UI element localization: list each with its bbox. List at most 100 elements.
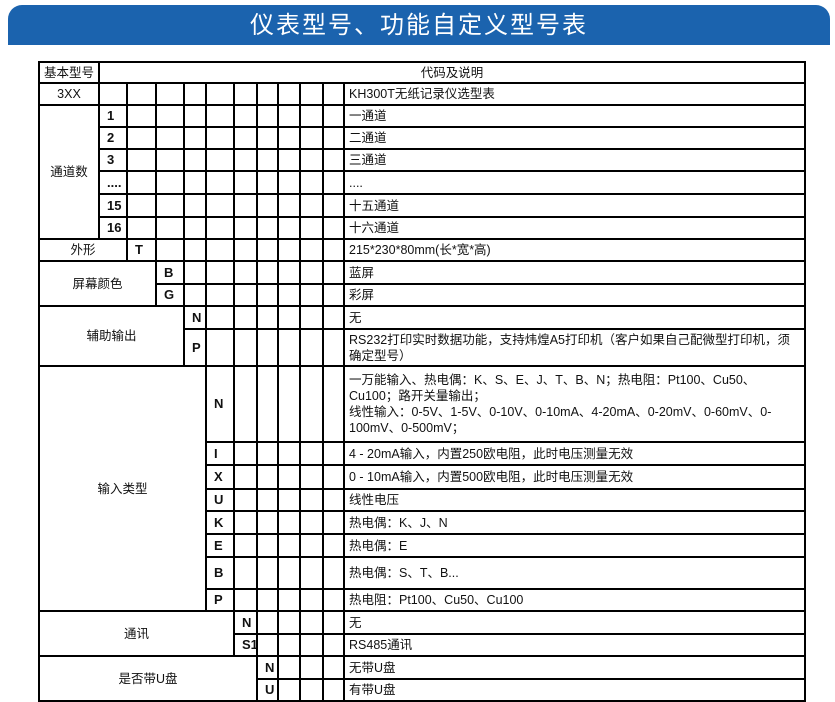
empty-code-cell <box>256 533 279 558</box>
empty-code-cell <box>322 148 345 172</box>
option-code: G <box>155 283 185 307</box>
empty-code-cell <box>277 238 301 262</box>
empty-code-cell <box>233 193 258 218</box>
empty-code-cell <box>233 488 258 512</box>
empty-code-cell <box>233 441 258 466</box>
option-desc: 无 <box>342 610 807 635</box>
empty-code-cell <box>277 216 301 240</box>
option-row: S1 RS485通讯 <box>39 633 807 657</box>
option-desc: 有带U盘 <box>342 678 807 702</box>
option-row: 15 十五通道 <box>39 193 807 218</box>
empty-code-cell <box>183 238 207 262</box>
empty-code-cell <box>233 556 258 590</box>
empty-code-cell <box>322 260 345 285</box>
empty-code-cell <box>299 126 324 150</box>
option-desc: 4 - 20mA输入，内置250欧电阻，此时电压测量无效 <box>342 441 807 466</box>
option-desc: 十六通道 <box>342 216 807 240</box>
empty-code-cell <box>183 283 207 307</box>
empty-code-cell <box>322 488 345 512</box>
empty-code-cell <box>205 104 235 128</box>
option-desc: 热电偶：S、T、B... <box>342 556 807 590</box>
option-row: 是否带U盘 N 无带U盘 <box>38 655 807 702</box>
header-row: 基本型号 代码及说明 <box>38 61 807 84</box>
empty-code-cell <box>205 328 235 367</box>
empty-code-cell <box>322 556 345 590</box>
empty-code-cell <box>299 510 324 535</box>
empty-code-cell <box>256 260 279 285</box>
empty-code-cell <box>299 464 324 490</box>
option-code: K <box>205 510 235 535</box>
empty-code-cell <box>299 556 324 590</box>
empty-code-cell <box>126 193 157 218</box>
empty-code-cell <box>277 488 301 512</box>
empty-code-cell <box>322 170 345 195</box>
empty-code-cell <box>233 238 258 262</box>
empty-code-cell <box>299 148 324 172</box>
model-selection-table: 基本型号 代码及说明 3XX KH300T无纸记录仪选型表 通道数 1 一通道 2 二通… <box>38 61 807 702</box>
option-code: N <box>233 610 258 635</box>
empty-code-cell <box>322 678 345 702</box>
empty-code-cell <box>205 238 235 262</box>
empty-code-cell <box>322 633 345 657</box>
option-code: P <box>205 588 235 612</box>
empty-code-cell <box>299 260 324 285</box>
empty-code-cell <box>322 126 345 150</box>
empty-code-cell <box>126 216 157 240</box>
empty-code-cell <box>233 148 258 172</box>
empty-code-cell <box>205 193 235 218</box>
option-code: N <box>183 305 207 330</box>
empty-code-cell <box>155 104 185 128</box>
empty-code-cell <box>322 655 345 680</box>
section-label: 外形 <box>38 238 128 262</box>
empty-code-cell <box>299 216 324 240</box>
empty-code-cell <box>256 238 279 262</box>
empty-code-cell <box>322 464 345 490</box>
empty-code-cell <box>256 305 279 330</box>
empty-code-cell <box>256 104 279 128</box>
empty-code-cell <box>299 610 324 635</box>
option-code: X <box>205 464 235 490</box>
empty-code-cell <box>299 193 324 218</box>
empty-code-cell <box>322 104 345 128</box>
empty-code-cell <box>233 365 258 443</box>
empty-code-cell <box>256 216 279 240</box>
option-row: 2 二通道 <box>39 126 807 150</box>
empty-code-cell <box>277 305 301 330</box>
option-row: 通道数 1 一通道 <box>38 104 807 240</box>
empty-code-cell <box>205 216 235 240</box>
empty-code-cell <box>256 170 279 195</box>
empty-code-cell <box>126 148 157 172</box>
option-code: 3 <box>98 148 128 172</box>
empty-code-cell <box>277 533 301 558</box>
empty-code-cell <box>233 104 258 128</box>
option-code: 1 <box>98 104 128 128</box>
empty-code-cell <box>205 148 235 172</box>
empty-code-cell <box>277 655 301 680</box>
empty-code-cell <box>183 104 207 128</box>
empty-code-cell <box>233 328 258 367</box>
empty-code-cell <box>233 305 258 330</box>
empty-code-cell <box>299 678 324 702</box>
section-label: 辅助输出 <box>38 305 185 367</box>
option-row: 屏幕颜色 B 蓝屏 <box>38 260 807 307</box>
empty-code-cell <box>322 365 345 443</box>
option-desc: 热电阻：Pt100、Cu50、Cu100 <box>342 588 807 612</box>
option-desc: RS485通讯 <box>342 633 807 657</box>
empty-code-cell <box>322 610 345 635</box>
empty-code-cell <box>256 328 279 367</box>
empty-code-cell <box>277 678 301 702</box>
empty-code-cell <box>277 193 301 218</box>
empty-code-cell <box>299 655 324 680</box>
option-code: B <box>205 556 235 590</box>
option-row: U 有带U盘 <box>39 678 807 702</box>
empty-code-cell <box>299 533 324 558</box>
section-label: 通讯 <box>38 610 235 657</box>
empty-code-cell <box>256 510 279 535</box>
empty-code-cell <box>155 193 185 218</box>
empty-code-cell <box>155 148 185 172</box>
empty-code-cell <box>183 170 207 195</box>
option-row: ........ <box>39 170 807 195</box>
base-code: 3XX <box>38 82 100 106</box>
empty-code-cell <box>277 610 301 635</box>
option-row: K 热电偶：K、J、N <box>39 510 807 535</box>
